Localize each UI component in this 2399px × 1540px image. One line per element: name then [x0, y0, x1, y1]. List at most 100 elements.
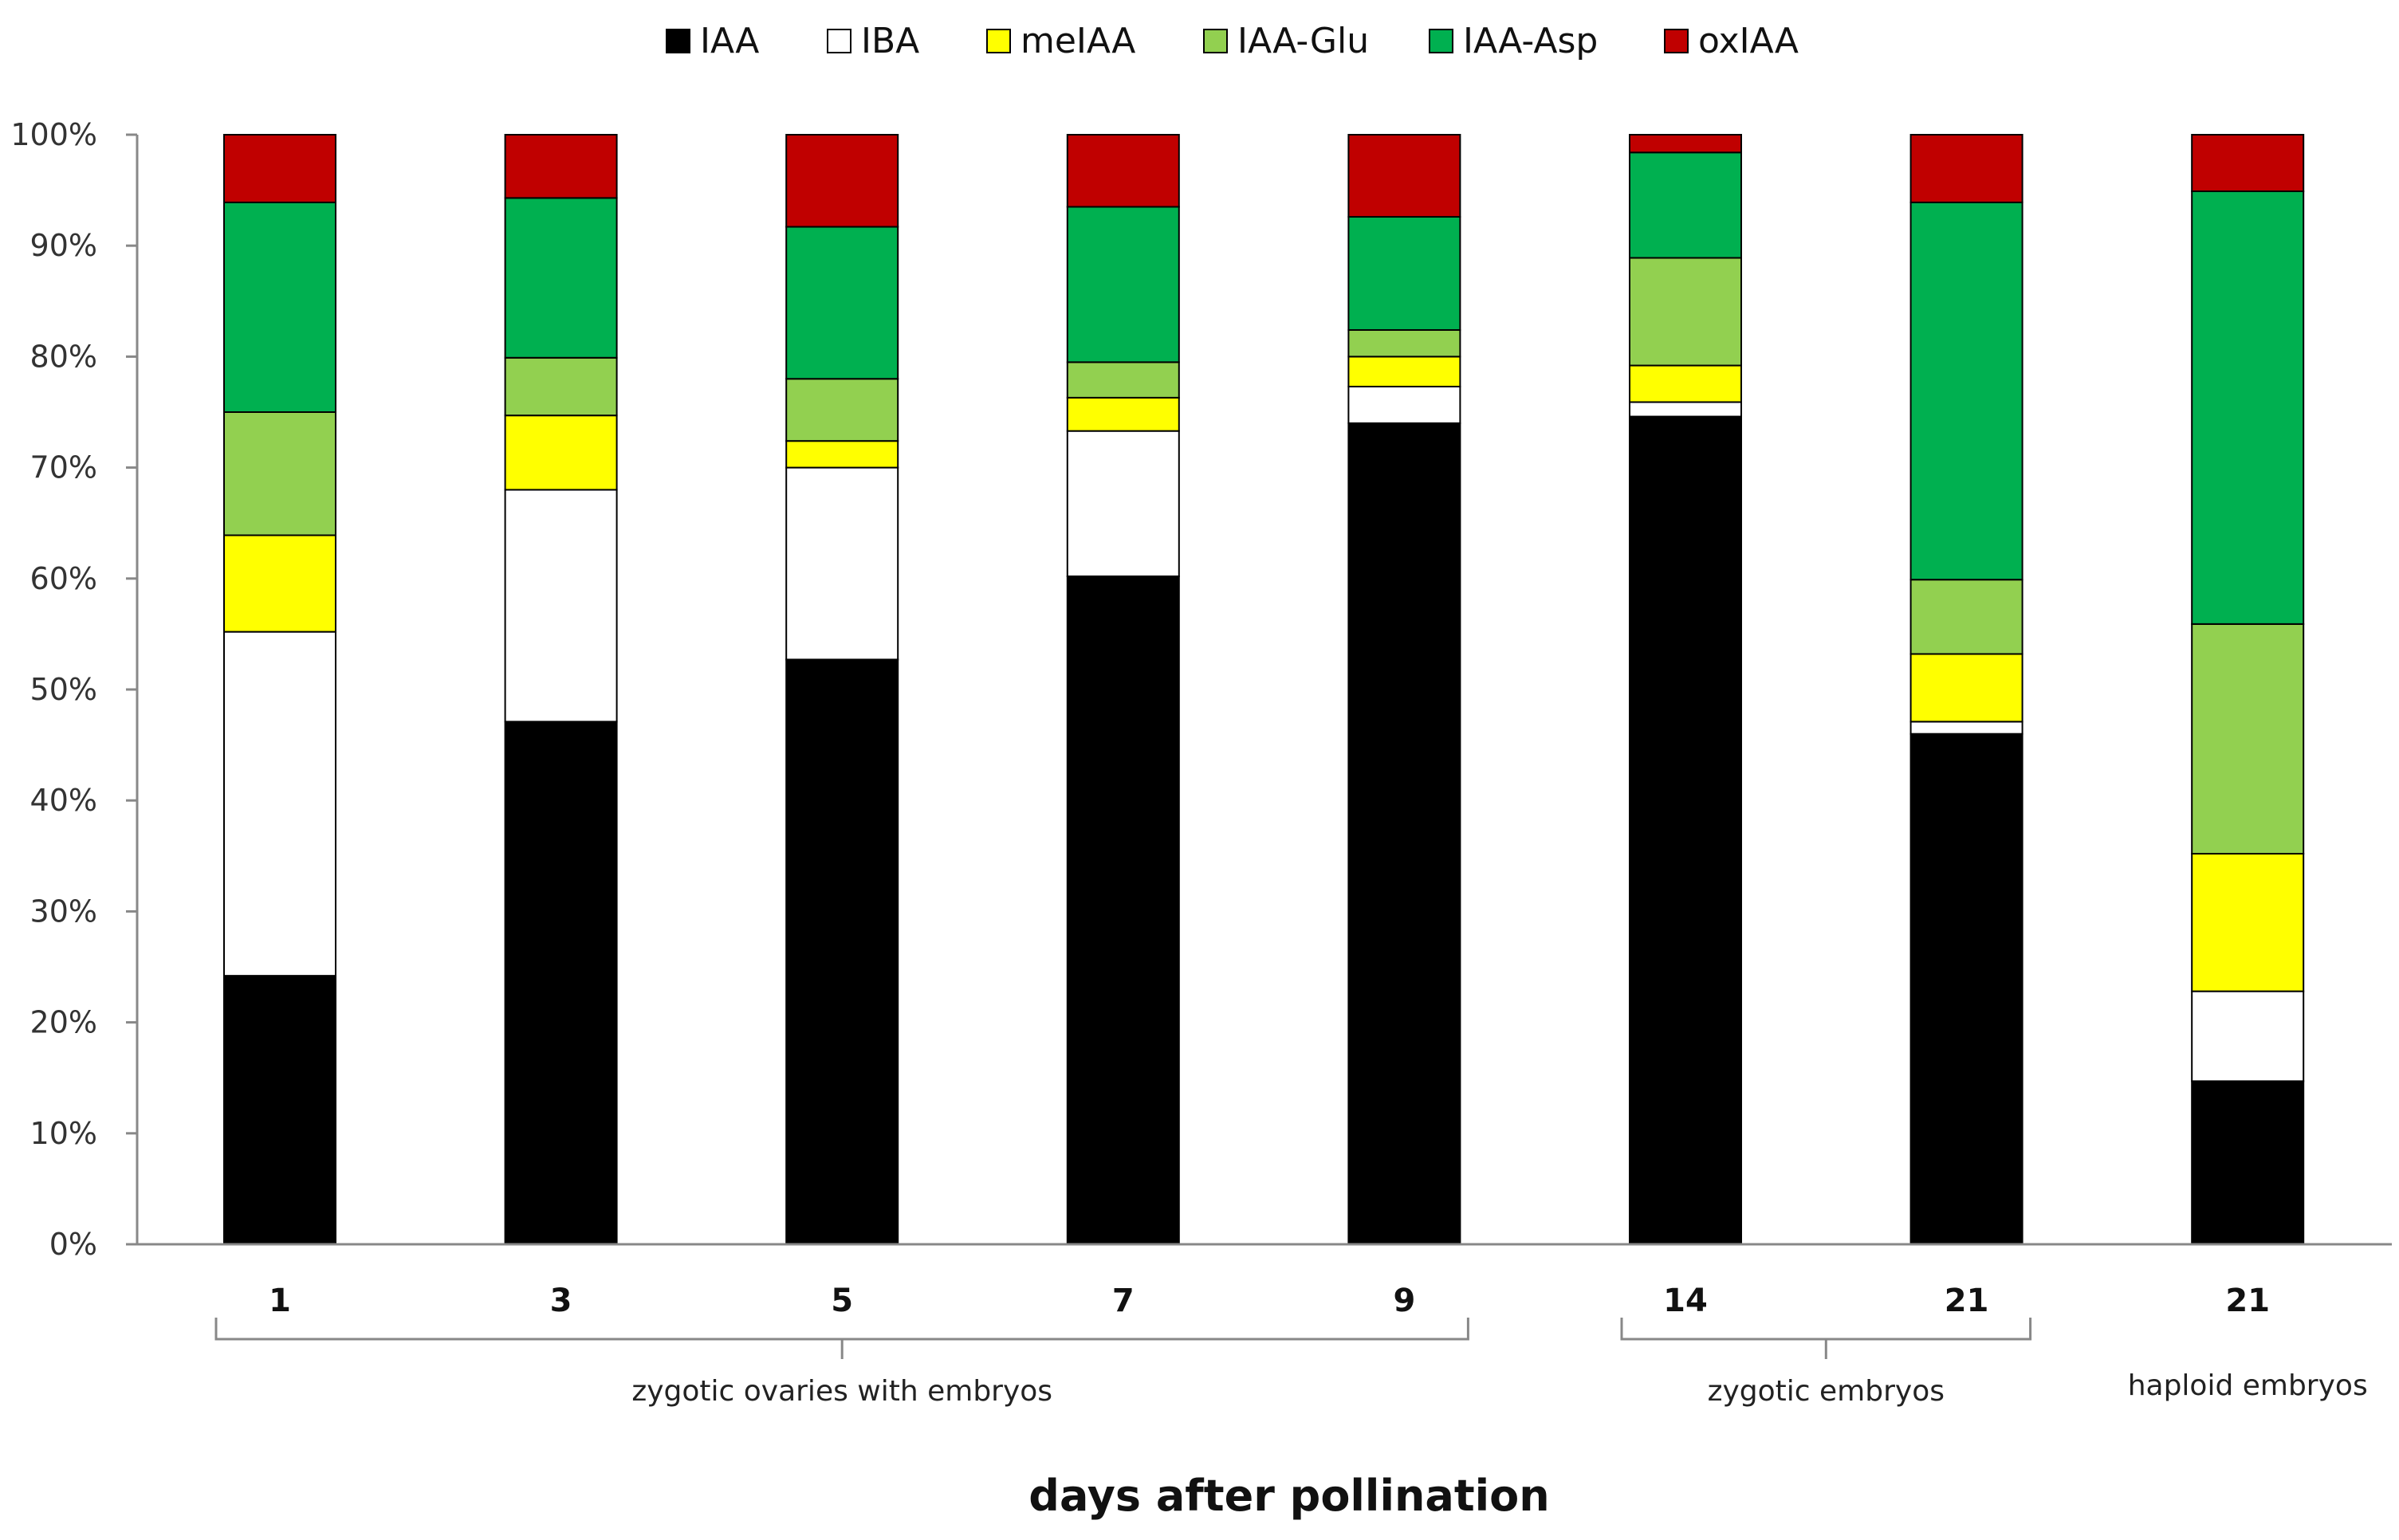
bar-segment-iaa-asp [1629, 151, 1742, 259]
legend-label: meIAA [1021, 21, 1135, 61]
legend-swatch [1664, 29, 1689, 53]
legend-swatch [666, 29, 690, 53]
legend-item: oxIAA [1664, 21, 1799, 61]
bar-segment-iaa-glu [2191, 623, 2305, 855]
bars [223, 134, 2305, 1245]
bar-stack [1629, 134, 1742, 1245]
bar-segment-iba [1347, 385, 1461, 424]
bar-segment-iaa-glu [785, 378, 899, 442]
legend-label: IAA-Glu [1237, 21, 1369, 61]
category-group: zygotic ovaries with embryos [214, 1318, 1469, 1408]
bar-segment-iaa-asp [223, 201, 336, 414]
bar-stack [785, 134, 899, 1245]
y-tick-label: 70% [30, 450, 97, 485]
legend-item: IAA-Asp [1429, 21, 1598, 61]
y-tick-label: 90% [30, 228, 97, 263]
legend-swatch [1429, 29, 1453, 53]
bar-segment-meiaa [1629, 364, 1742, 403]
bar-segment-iaa-glu [223, 411, 336, 536]
bar-stack [504, 134, 618, 1245]
group-label: haploid embryos [2128, 1369, 2368, 1402]
legend-item: IAA-Glu [1203, 21, 1369, 61]
category-groups: zygotic ovaries with embryos zygotic embr… [214, 1318, 2368, 1408]
x-axis-title: days after pollination [1028, 1471, 1549, 1521]
bar-segment-iaa [2191, 1080, 2305, 1245]
bar-segment-iaa [1629, 415, 1742, 1245]
bar-segment-oxiaa [1629, 134, 1742, 154]
category-group: haploid embryos [2128, 1369, 2368, 1402]
legend-label: IAA [700, 21, 759, 61]
x-axis: 1 3 5 7 9 14 21 21 [137, 1243, 2392, 1319]
y-tick-label: 20% [30, 1005, 97, 1040]
bar-segment-iaa-asp [2191, 190, 2305, 625]
category-group: zygotic embryos [1620, 1318, 2032, 1408]
bar-segment-meiaa [504, 414, 618, 491]
bar-segment-oxiaa [1066, 134, 1180, 208]
bar-stack [223, 134, 336, 1245]
bar-segment-oxiaa [2191, 134, 2305, 192]
group-bracket [1620, 1318, 2032, 1341]
x-tick-label: 5 [831, 1283, 853, 1319]
bar-segment-iaa-asp [1909, 201, 2023, 581]
legend-label: oxIAA [1698, 21, 1799, 61]
bar-segment-oxiaa [785, 134, 899, 228]
x-tick-label: 1 [269, 1283, 291, 1319]
bar-segment-iaa-asp [785, 226, 899, 380]
group-label: zygotic embryos [1708, 1375, 1945, 1408]
legend: IAA IBA meIAA IAA-Glu IAA-Asp oxIAA [666, 21, 1799, 61]
x-tick-label: 3 [550, 1283, 572, 1319]
y-tick-label: 60% [30, 561, 97, 596]
bar-segment-iaa-glu [1347, 328, 1461, 358]
legend-label: IBA [861, 21, 919, 61]
x-tick-label: 21 [2225, 1283, 2270, 1319]
bar-segment-oxiaa [223, 134, 336, 203]
bar-segment-iaa [1909, 733, 2023, 1245]
y-tick-label: 40% [30, 783, 97, 818]
bar-segment-meiaa [2191, 853, 2305, 992]
y-tick-label: 10% [30, 1116, 97, 1151]
y-tick-label: 100% [10, 117, 97, 152]
bar-segment-iaa-glu [1909, 579, 2023, 655]
legend-swatch [986, 29, 1011, 53]
bar-segment-iaa-glu [504, 356, 618, 417]
bar-segment-meiaa [785, 440, 899, 469]
bar-segment-iba [1909, 721, 2023, 735]
bar-segment-iaa-asp [1066, 206, 1180, 363]
bar-segment-meiaa [1347, 356, 1461, 387]
legend-item: meIAA [986, 21, 1135, 61]
bar-segment-iba [1066, 430, 1180, 578]
bar-segment-oxiaa [504, 134, 618, 199]
bar-segment-iaa [785, 658, 899, 1245]
bar-segment-iba [785, 466, 899, 661]
bar-segment-iaa-asp [504, 197, 618, 359]
y-axis: 0% 10% 20% 30% 40% 50% 60% 70% 80% 90% 100% [10, 117, 139, 1262]
bar-segment-iba [2191, 990, 2305, 1082]
y-tick-label: 30% [30, 894, 97, 929]
x-tick-label: 21 [1945, 1283, 1989, 1319]
legend-item: IBA [827, 21, 919, 61]
bar-segment-iaa-glu [1629, 257, 1742, 367]
bar-stack [1909, 134, 2023, 1245]
legend-swatch [1203, 29, 1228, 53]
bar-segment-iaa [223, 975, 336, 1245]
y-tick-label: 0% [49, 1227, 97, 1262]
bar-segment-iba [1629, 401, 1742, 418]
x-tick-label: 14 [1663, 1283, 1708, 1319]
group-bracket [214, 1318, 1469, 1341]
bar-segment-iaa-asp [1347, 216, 1461, 331]
bar-stack [2191, 134, 2305, 1245]
y-tick-label: 80% [30, 339, 97, 374]
bar-segment-iba [223, 631, 336, 977]
bar-segment-oxiaa [1909, 134, 2023, 203]
legend-swatch [827, 29, 851, 53]
bar-stack [1347, 134, 1461, 1245]
legend-label: IAA-Asp [1463, 21, 1598, 61]
bar-segment-iaa [1066, 576, 1180, 1245]
bar-segment-oxiaa [1347, 134, 1461, 218]
bar-segment-meiaa [223, 534, 336, 633]
x-tick-label: 9 [1393, 1283, 1415, 1319]
group-label: zygotic ovaries with embryos [631, 1375, 1052, 1408]
legend-item: IAA [666, 21, 759, 61]
bar-segment-iaa-glu [1066, 361, 1180, 399]
y-tick-label: 50% [30, 672, 97, 707]
